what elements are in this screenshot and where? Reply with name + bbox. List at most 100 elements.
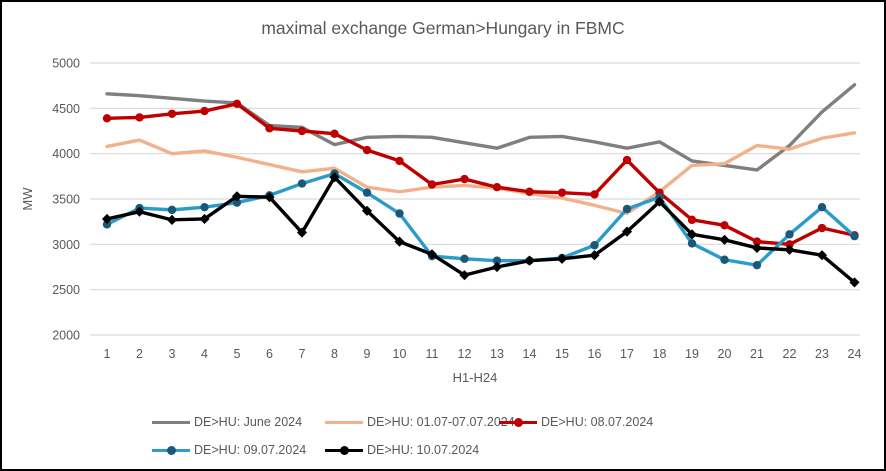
legend-row-1: DE>HU: June 2024 DE>HU: 01.07-07.07.2024 D… xyxy=(2,413,884,431)
marker-s2-h8 xyxy=(330,129,339,138)
series-line-3 xyxy=(105,171,857,267)
marker-s2-h7 xyxy=(297,126,307,136)
legend-label-3: DE>HU: 09.07.2024 xyxy=(194,443,307,457)
y-tick-5000: 5000 xyxy=(52,57,80,71)
series-4 xyxy=(101,172,860,288)
legend-marker-icon xyxy=(340,446,349,455)
series-line-1 xyxy=(105,131,857,216)
x-tick-20: 20 xyxy=(718,347,732,361)
marker-s3-h20 xyxy=(720,255,729,264)
x-axis-tick-labels: 1 2 3 4 5 6 7 8 9 10 11 12 13 14 15 16 17 18 19 20 21 22 23 24 xyxy=(104,347,862,361)
legend-row-2: DE>HU: 09.07.2024 DE>HU: 10.07.2024 xyxy=(2,441,884,459)
x-tick-10: 10 xyxy=(393,347,407,361)
marker-s4-h4 xyxy=(199,213,210,225)
series-line-4 xyxy=(105,175,857,285)
legend-swatch-2 xyxy=(499,413,537,431)
marker-s3-h1 xyxy=(102,220,112,229)
x-tick-15: 15 xyxy=(555,347,569,361)
marker-s2-h11 xyxy=(427,180,437,189)
marker-s3-h16 xyxy=(590,241,599,250)
legend-label-1: DE>HU: 01.07-07.07.2024 xyxy=(367,415,515,429)
x-tick-22: 22 xyxy=(783,347,797,361)
marker-s2-h5 xyxy=(232,99,242,109)
marker-s3-h21 xyxy=(752,260,762,270)
marker-s2-h23 xyxy=(817,223,827,233)
x-tick-11: 11 xyxy=(426,347,439,361)
marker-s2-h4 xyxy=(200,106,209,116)
legend-item-3: DE>HU: 09.07.2024 xyxy=(152,441,306,459)
marker-s3-h3 xyxy=(167,205,177,215)
series-line-0 xyxy=(105,83,857,172)
series-line-2 xyxy=(105,102,857,247)
legend-swatch-3 xyxy=(152,441,190,459)
x-tick-23: 23 xyxy=(815,347,829,361)
marker-s2-h14 xyxy=(525,187,534,196)
marker-s2-h9 xyxy=(362,145,372,155)
y-tick-3000: 3000 xyxy=(52,238,80,252)
y-tick-2500: 2500 xyxy=(52,283,80,297)
chart-title: maximal exchange German>Hungary in FBMC xyxy=(261,18,625,38)
x-tick-17: 17 xyxy=(620,347,634,361)
x-tick-18: 18 xyxy=(653,347,667,361)
legend-item-4: DE>HU: 10.07.2024 xyxy=(325,441,479,459)
legend-item-0: DE>HU: June 2024 xyxy=(152,413,302,431)
marker-s4-h14 xyxy=(524,255,535,266)
legend-item-1: DE>HU: 01.07-07.07.2024 xyxy=(325,413,515,431)
x-tick-12: 12 xyxy=(458,347,472,361)
series-0 xyxy=(105,83,857,172)
marker-s3-h4 xyxy=(200,202,209,212)
marker-s4-h13 xyxy=(491,261,503,273)
x-tick-14: 14 xyxy=(523,347,537,361)
x-tick-3: 3 xyxy=(169,347,176,361)
x-tick-16: 16 xyxy=(588,347,602,361)
y-axis-label: MW xyxy=(20,187,35,211)
marker-s4-h5 xyxy=(231,191,243,202)
x-tick-7: 7 xyxy=(299,347,306,361)
legend-swatch-0 xyxy=(152,413,190,431)
marker-s2-h3 xyxy=(167,109,177,118)
marker-s4-h24 xyxy=(849,277,860,288)
marker-s2-h12 xyxy=(460,174,469,184)
y-tick-4000: 4000 xyxy=(52,147,80,161)
legend-marker-icon xyxy=(514,418,523,427)
marker-s3-h12 xyxy=(460,254,469,264)
marker-s4-h6 xyxy=(264,192,275,203)
marker-s3-h22 xyxy=(785,230,794,239)
legend-label-0: DE>HU: June 2024 xyxy=(194,415,303,429)
marker-s2-h1 xyxy=(102,114,112,123)
x-tick-19: 19 xyxy=(685,347,699,361)
legend-label-4: DE>HU: 10.07.2024 xyxy=(367,443,480,457)
legend-swatch-4 xyxy=(325,441,363,459)
x-tick-1: 1 xyxy=(104,347,111,361)
marker-s2-h6 xyxy=(265,124,274,133)
marker-s3-h19 xyxy=(687,239,697,248)
marker-s4-h15 xyxy=(556,253,568,264)
legend-label-2: DE>HU: 08.07.2024 xyxy=(541,415,654,429)
marker-s2-h20 xyxy=(720,221,729,230)
marker-s3-h23 xyxy=(817,202,827,212)
marker-s2-h17 xyxy=(622,155,632,165)
marker-s3-h24 xyxy=(850,231,859,241)
marker-s2-h19 xyxy=(687,215,697,225)
marker-s4-h12 xyxy=(459,270,470,281)
marker-s3-h17 xyxy=(622,204,632,214)
y-axis-tick-labels: 5000 4500 4000 3500 3000 2500 2000 xyxy=(52,57,80,343)
legend-line-icon xyxy=(325,420,363,424)
marker-s2-h22 xyxy=(785,240,794,249)
legend-marker-icon xyxy=(167,446,176,455)
marker-s4-h1 xyxy=(101,213,113,225)
x-tick-9: 9 xyxy=(364,347,371,361)
marker-s4-h7 xyxy=(296,227,308,238)
x-tick-2: 2 xyxy=(136,347,143,361)
marker-s2-h15 xyxy=(557,188,567,197)
marker-s3-h5 xyxy=(232,198,242,207)
marker-s3-h7 xyxy=(297,179,307,188)
series-2 xyxy=(102,99,859,249)
x-tick-13: 13 xyxy=(490,347,504,361)
marker-s2-h16 xyxy=(590,190,599,199)
x-tick-5: 5 xyxy=(234,347,241,361)
legend-item-2: DE>HU: 08.07.2024 xyxy=(499,413,653,431)
marker-s2-h13 xyxy=(492,183,502,192)
